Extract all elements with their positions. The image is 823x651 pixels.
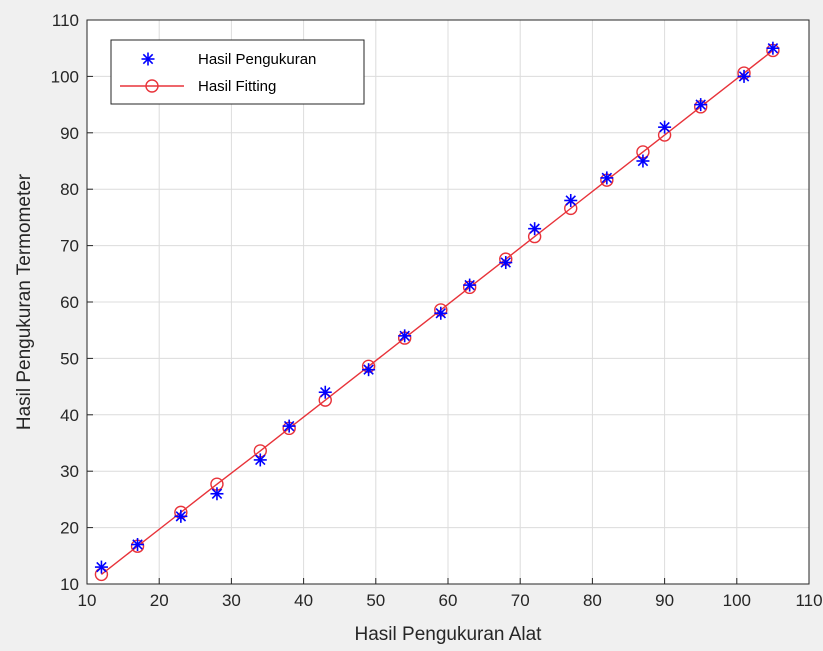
asterisk-stroke [399,330,410,342]
asterisk-stroke [464,279,475,291]
x-axis-ticks: 10 20 30 40 50 60 70 80 90 100 110 [78,578,823,610]
asterisk-stroke [255,454,266,466]
y-tick-label: 40 [60,406,79,425]
legend-marker-hasil-pengukuran [141,52,155,66]
x-tick-label: 20 [150,591,169,610]
asterisk-stroke [637,155,649,167]
asterisk-stroke [142,53,154,65]
y-tick-label: 20 [60,519,79,538]
asterisk-stroke [435,308,447,319]
point-hasil-pengukuran [528,222,542,236]
y-tick-label: 60 [60,293,79,312]
y-tick-label: 110 [52,11,79,30]
x-tick-label: 110 [795,591,822,610]
x-axis-title: Hasil Pengukuran Alat [355,624,543,645]
asterisk-stroke [363,364,374,375]
point-hasil-pengukuran [694,98,708,112]
legend-box [110,39,365,105]
y-tick-label: 70 [60,237,79,256]
y-tick-label: 100 [51,67,79,86]
y-axis-title: Hasil Pengukuran Termometer [14,173,35,430]
point-hasil-pengukuran [174,509,188,523]
asterisk-stroke [175,511,187,522]
y-axis-ticks: 10 20 30 40 50 60 70 80 90 100 110 [51,11,93,594]
asterisk-stroke [659,121,670,133]
point-hasil-pengukuran [253,453,267,467]
legend-label-hasil-fitting: Hasil Fitting [198,78,276,95]
point-hasil-pengukuran [318,385,332,399]
point-hasil-pengukuran [658,120,672,134]
x-tick-label: 70 [511,591,530,610]
series-layer [94,41,780,582]
point-hasil-pengukuran [600,171,614,185]
asterisk-stroke [132,539,143,550]
point-hasil-pengukuran [766,41,780,55]
point-hasil-pengukuran [463,278,477,292]
point-hasil-pengukuran [398,329,412,343]
point-hasil-pengukuran [499,256,513,270]
y-tick-label: 10 [60,575,79,594]
asterisk-stroke [767,42,779,54]
asterisk-stroke [738,71,750,82]
asterisk-stroke [320,386,331,398]
asterisk-stroke [601,172,613,184]
x-tick-label: 100 [723,591,751,610]
x-tick-label: 40 [294,591,313,610]
legend-label-hasil-pengukuran: Hasil Pengukuran [198,51,316,68]
point-hasil-pengukuran [362,363,376,377]
x-tick-label: 80 [583,591,602,610]
point-hasil-pengukuran [282,419,296,433]
x-tick-label: 50 [366,591,385,610]
x-tick-label: 90 [655,591,674,610]
point-hasil-pengukuran [131,538,145,552]
legend: Hasil Pengukuran Hasil Fitting [110,39,365,105]
y-tick-label: 90 [60,124,79,143]
point-hasil-pengukuran [94,560,108,574]
legend-marker-hasil-fitting [145,79,159,93]
x-tick-label: 30 [222,591,241,610]
asterisk-stroke [565,195,576,206]
x-tick-label: 60 [439,591,458,610]
y-tick-label: 30 [60,462,79,481]
asterisk-stroke [211,488,223,500]
point-hasil-pengukuran [434,306,448,320]
asterisk-stroke [500,257,512,268]
y-tick-label: 50 [60,349,79,368]
series-line-hasil-fitting [101,49,774,575]
x-tick-label: 10 [78,591,97,610]
asterisk-stroke [695,99,706,110]
point-hasil-pengukuran [636,154,650,168]
y-tick-label: 80 [60,180,79,199]
asterisk-stroke [96,561,107,573]
point-hasil-pengukuran [564,193,578,207]
point-hasil-pengukuran [210,487,224,501]
asterisk-stroke [529,223,540,234]
point-hasil-pengukuran [737,69,751,83]
asterisk-stroke [283,420,295,432]
